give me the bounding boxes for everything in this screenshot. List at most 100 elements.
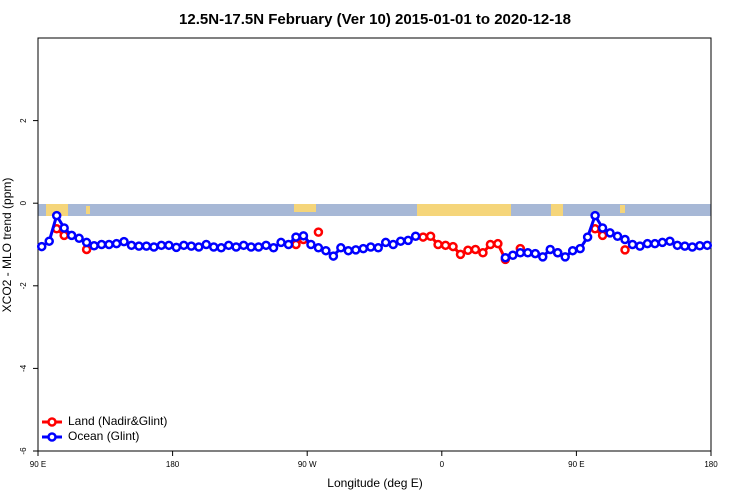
data-point [171,242,182,253]
x-tick-label: 90 W [298,460,317,469]
data-point [156,240,167,251]
data-point [223,240,234,251]
data-point [44,236,54,246]
data-point [186,241,197,251]
data-point [672,240,683,251]
y-axis-label: XCO2 - MLO trend (ppm) [0,178,14,313]
data-point [612,231,623,241]
x-tick-label: 180 [704,460,718,469]
data-point [500,252,511,263]
data-point [552,248,563,258]
data-point [508,250,518,260]
data-point [336,243,346,253]
data-point [605,228,615,238]
y-tick-label: 2 [19,118,28,123]
x-tick-label: 180 [166,460,180,469]
data-point [66,230,77,241]
data-point [403,235,413,246]
data-point [530,248,541,259]
data-point [582,232,593,242]
data-point [261,240,271,251]
legend-label: Land (Nadir&Glint) [68,414,167,428]
data-point [395,236,406,246]
legend-marker [47,417,57,427]
data-point [493,238,503,249]
data-point [268,243,279,253]
data-point [321,245,331,256]
data-point [687,242,698,252]
data-point [597,223,608,233]
data-point [351,245,361,255]
y-tick-label: -2 [19,282,28,290]
data-point [380,237,391,248]
data-point [81,237,92,248]
data-point [463,245,473,256]
data-point [306,239,316,250]
data-point [313,243,324,253]
data-point [455,249,466,260]
data-point [478,248,488,258]
data-point [134,241,144,251]
data-point [665,236,675,246]
data-point [410,231,421,241]
x-tick-label: 90 E [568,460,584,469]
legend-marker [47,432,57,442]
data-point [343,245,354,256]
data-point [560,252,570,262]
data-point [179,240,189,251]
data-point [650,238,660,249]
data-point [523,248,533,258]
data-point [194,242,204,252]
x-tick-label: 90 E [30,460,46,469]
data-point [246,242,256,252]
x-tick-label: 0 [440,460,445,469]
data-point [59,223,69,233]
data-point [366,242,376,252]
data-point [680,241,690,251]
data-point [36,241,47,252]
data-point [313,227,324,237]
data-point [485,239,496,250]
data-point [545,244,555,255]
data-point [74,233,84,244]
data-point [538,252,548,262]
data-point [238,240,249,251]
data-point [695,240,705,251]
y-tick-label: -6 [19,447,28,455]
data-point [298,231,309,241]
data-point [635,241,645,251]
data-point [373,243,383,253]
data-point [291,239,301,250]
land-strip [38,204,711,216]
data-point [627,239,638,250]
data-point [89,240,99,251]
data-point [590,210,600,221]
data-point [388,239,398,250]
data-point [126,240,137,251]
data-point [448,241,458,252]
data-point [567,245,578,256]
data-point [620,245,630,255]
data-point [59,230,69,241]
data-point [104,239,114,250]
data-point [425,231,436,241]
data-point [51,210,62,221]
chart-title: 12.5N-17.5N February (Ver 10) 2015-01-01… [179,11,571,28]
data-point [642,238,653,249]
data-point [515,248,526,258]
data-point [208,242,219,252]
data-point [149,242,159,252]
y-tick-label: 0 [19,200,28,205]
data-point [141,241,152,251]
data-point [597,230,608,241]
data-point [418,232,428,242]
x-axis-label: Longitude (deg E) [327,476,422,490]
data-point [164,240,174,251]
data-point [216,243,226,253]
data-point [276,237,286,248]
data-point [201,239,211,250]
data-point [358,243,369,254]
data-point [231,242,241,252]
data-point [283,239,294,250]
